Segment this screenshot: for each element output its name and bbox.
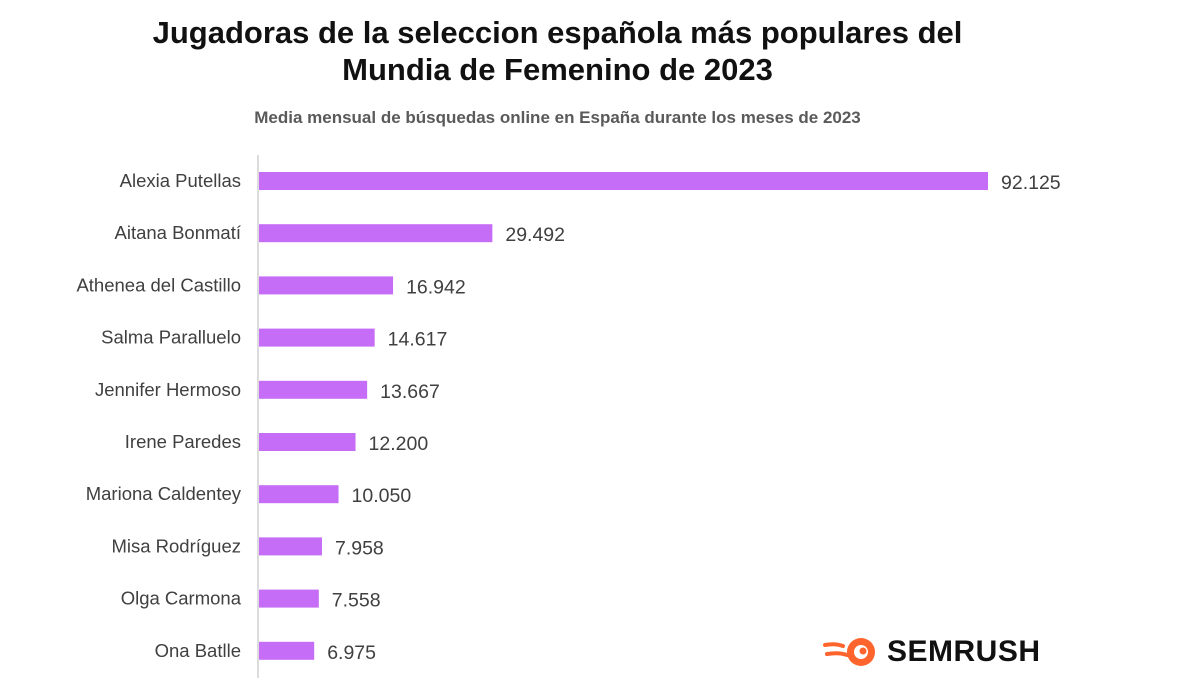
value-label: 14.617: [388, 329, 448, 351]
value-label: 12.200: [369, 433, 429, 455]
bar: [259, 433, 356, 451]
category-label: Olga Carmona: [121, 588, 242, 609]
value-label: 10.050: [352, 485, 412, 507]
value-label: 13.667: [380, 381, 440, 403]
bar: [259, 224, 493, 243]
bar: [259, 485, 339, 504]
bar: [259, 589, 319, 608]
category-label: Jennifer Hermoso: [95, 379, 241, 400]
value-label: 92.125: [1001, 172, 1061, 194]
category-label: Irene Paredes: [125, 431, 241, 452]
category-label: Aitana Bonmatí: [115, 222, 242, 243]
category-label: Misa Rodríguez: [111, 535, 241, 556]
chart-subtitle: Media mensual de búsquedas online en Esp…: [254, 108, 861, 127]
category-label: Mariona Caldentey: [86, 483, 242, 504]
bar: [259, 641, 315, 660]
value-label: 16.942: [406, 276, 466, 298]
bar: [259, 172, 988, 190]
value-label: 7.958: [335, 537, 384, 559]
category-label: Alexia Putellas: [120, 170, 241, 191]
chart-title-line-1: Jugadoras de la seleccion española más p…: [152, 15, 963, 50]
semrush-logo: SEMRUSH: [823, 632, 1041, 672]
bar: [259, 537, 322, 556]
category-label: Athenea del Castillo: [76, 274, 241, 295]
semrush-wordmark: SEMRUSH: [887, 635, 1041, 668]
chart-title: Jugadoras de la seleccion española más p…: [0, 14, 1115, 88]
bar: [259, 276, 394, 295]
category-label: Salma Paralluelo: [101, 327, 241, 348]
value-label: 29.492: [505, 224, 565, 246]
bar: [259, 328, 375, 347]
category-label: Ona Batlle: [155, 640, 241, 661]
bar: [259, 380, 368, 399]
value-label: 6.975: [327, 642, 376, 664]
value-label: 7.558: [332, 590, 381, 612]
semrush-flame-logo-icon: [823, 638, 875, 666]
chart-title-line-2: Mundia de Femenino de 2023: [342, 52, 773, 87]
